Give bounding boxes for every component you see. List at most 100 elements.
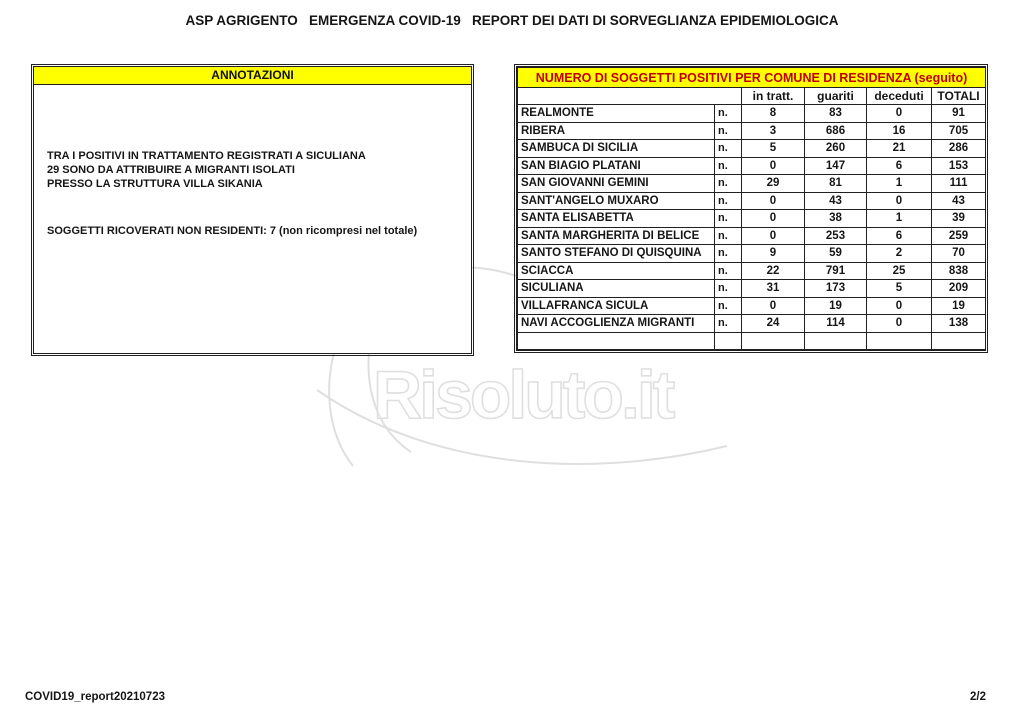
guariti-cell: 147 [804,156,867,175]
in-tratt-cell: 0 [741,296,805,315]
totali-cell: 19 [930,296,987,315]
deceduti-column-header: deceduti [866,87,932,105]
deceduti-cell: 0 [866,296,932,315]
comune-cell: RIBERA [517,121,715,140]
annotations-box: ANNOTAZIONI TRA I POSITIVI IN TRATTAMENT… [31,64,474,356]
table-title-row: NUMERO DI SOGGETTI POSITIVI PER COMUNE D… [516,67,987,88]
totali-cell: 70 [930,244,987,263]
guariti-cell: 173 [804,279,867,298]
totali-column-header: TOTALI [930,87,987,105]
annotation-paragraph: TRA I POSITIVI IN TRATTAMENTO REGISTRATI… [47,149,458,191]
comune-cell: SANTA ELISABETTA [517,209,715,228]
guariti-cell: 81 [804,174,867,193]
annotation-note: SOGGETTI RICOVERATI NON RESIDENTI: 7 (no… [47,225,418,237]
deceduti-cell: 6 [866,226,932,245]
deceduti-cell: 6 [866,156,932,175]
comune-cell: SCIACCA [517,261,715,280]
comune-cell: VILLAFRANCA SICULA [517,296,715,315]
totali-cell: 838 [930,261,987,280]
in-tratt-cell: 9 [741,244,805,263]
in-tratt-cell: 8 [741,104,805,123]
totali-cell: 39 [930,209,987,228]
comune-cell: SAMBUCA DI SICILIA [517,139,715,158]
annotation-line: 29 SONO DA ATTRIBUIRE A MIGRANTI ISOLATI [47,164,295,176]
table-row: SANT'ANGELO MUXARO n. 0 43 0 43 [517,191,987,210]
n-label-cell: n. [714,279,742,298]
table-row: SANTO STEFANO DI QUISQUINA n. 9 59 2 70 [517,244,987,263]
n-label-cell: n. [714,296,742,315]
guariti-cell: 19 [804,296,867,315]
totali-cell: 111 [930,174,987,193]
annotations-body: TRA I POSITIVI IN TRATTAMENTO REGISTRATI… [34,149,471,238]
n-label-cell: n. [714,226,742,245]
comune-column-header [517,87,742,105]
totali-cell [930,331,987,350]
n-label-cell: n. [714,121,742,140]
totali-cell: 153 [930,156,987,175]
annotation-line: PRESSO LA STRUTTURA VILLA SIKANIA [47,178,263,190]
table-row: SCIACCA n. 22 791 25 838 [517,261,987,280]
guariti-cell: 43 [804,191,867,210]
n-label-cell [714,331,742,350]
footer-page-number: 2/2 [970,691,986,703]
comune-cell: SANTO STEFANO DI QUISQUINA [517,244,715,263]
in-tratt-column-header: in tratt. [741,87,805,105]
guariti-cell: 59 [804,244,867,263]
in-tratt-cell: 0 [741,209,805,228]
deceduti-cell: 1 [866,209,932,228]
comune-cell: SICULIANA [517,279,715,298]
totali-cell: 705 [930,121,987,140]
positives-table-box: NUMERO DI SOGGETTI POSITIVI PER COMUNE D… [514,64,988,353]
n-label-cell: n. [714,314,742,333]
comune-cell: SANT'ANGELO MUXARO [517,191,715,210]
in-tratt-cell [741,331,805,350]
table-header-row: in tratt. guariti deceduti TOTALI [517,87,987,105]
deceduti-cell: 0 [866,104,932,123]
table-row: SAN BIAGIO PLATANI n. 0 147 6 153 [517,156,987,175]
deceduti-cell: 0 [866,314,932,333]
deceduti-cell: 5 [866,279,932,298]
guariti-cell: 253 [804,226,867,245]
comune-cell [517,331,715,350]
page-title: ASP AGRIGENTO EMERGENZA COVID-19 REPORT … [185,13,839,28]
guariti-cell: 686 [804,121,867,140]
totali-cell: 91 [930,104,987,123]
comune-cell: REALMONTE [517,104,715,123]
table-row: SANTA MARGHERITA DI BELICE n. 0 253 6 25… [517,226,987,245]
in-tratt-cell: 24 [741,314,805,333]
guariti-cell: 83 [804,104,867,123]
table-title: NUMERO DI SOGGETTI POSITIVI PER COMUNE D… [516,67,987,88]
table-row: SAMBUCA DI SICILIA n. 5 260 21 286 [517,139,987,158]
n-label-cell: n. [714,139,742,158]
deceduti-cell: 21 [866,139,932,158]
table-row: SAN GIOVANNI GEMINI n. 29 81 1 111 [517,174,987,193]
comune-cell: NAVI ACCOGLIENZA MIGRANTI [517,314,715,333]
comune-cell: SAN GIOVANNI GEMINI [517,174,715,193]
in-tratt-cell: 22 [741,261,805,280]
annotation-line: TRA I POSITIVI IN TRATTAMENTO REGISTRATI… [47,150,366,162]
annotations-header: ANNOTAZIONI [34,67,471,85]
guariti-cell: 791 [804,261,867,280]
n-label-cell: n. [714,209,742,228]
totali-cell: 286 [930,139,987,158]
table-row-empty [517,331,987,350]
in-tratt-cell: 0 [741,156,805,175]
guariti-cell [804,331,867,350]
table-row: SANTA ELISABETTA n. 0 38 1 39 [517,209,987,228]
totali-cell: 138 [930,314,987,333]
n-label-cell: n. [714,174,742,193]
table-row: REALMONTE n. 8 83 0 91 [517,104,987,123]
deceduti-cell: 0 [866,191,932,210]
footer-filename: COVID19_report20210723 [25,691,165,703]
watermark-text: Risoluto.it [373,357,675,433]
n-label-cell: n. [714,104,742,123]
guariti-cell: 260 [804,139,867,158]
n-label-cell: n. [714,261,742,280]
positives-table: NUMERO DI SOGGETTI POSITIVI PER COMUNE D… [516,67,987,350]
in-tratt-cell: 3 [741,121,805,140]
table-row: VILLAFRANCA SICULA n. 0 19 0 19 [517,296,987,315]
comune-cell: SAN BIAGIO PLATANI [517,156,715,175]
deceduti-cell: 2 [866,244,932,263]
comune-cell: SANTA MARGHERITA DI BELICE [517,226,715,245]
